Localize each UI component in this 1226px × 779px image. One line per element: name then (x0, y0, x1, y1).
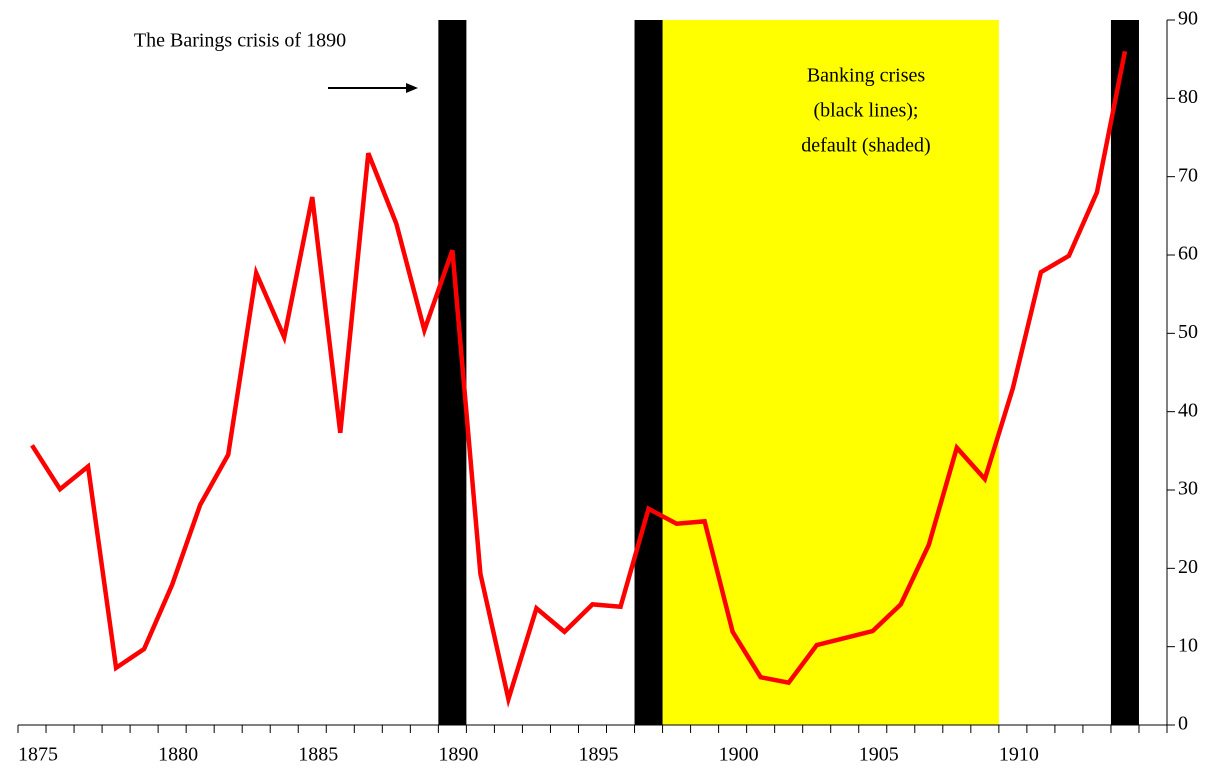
y-tick-label: 90 (1178, 8, 1198, 30)
y-tick-label: 0 (1178, 713, 1188, 735)
y-tick-label: 10 (1178, 634, 1198, 656)
crisis-bar (634, 20, 663, 725)
x-tick-label: 1895 (578, 744, 618, 766)
y-tick-label: 80 (1178, 86, 1198, 108)
y-tick-label: 40 (1178, 399, 1198, 421)
y-tick-label: 70 (1178, 164, 1198, 186)
y-tick-label: 20 (1178, 556, 1198, 578)
annotation: default (shaded) (801, 135, 930, 157)
y-tick-label: 60 (1178, 243, 1198, 265)
crisis-bar (1110, 20, 1139, 725)
annotation: Banking crises (807, 65, 926, 87)
x-tick-label: 1890 (438, 744, 478, 766)
x-tick-label: 1875 (18, 744, 58, 766)
x-tick-label: 1905 (859, 744, 899, 766)
x-tick-label: 1885 (298, 744, 338, 766)
x-tick-label: 1910 (999, 744, 1039, 766)
default-shade (662, 20, 999, 725)
x-tick-label: 1900 (719, 744, 759, 766)
arrow-head (406, 83, 418, 93)
shading (438, 20, 1139, 725)
annotation: The Barings crisis of 1890 (134, 30, 346, 52)
y-tick-label: 30 (1178, 478, 1198, 500)
annotation: (black lines); (814, 100, 919, 122)
x-tick-label: 1880 (158, 744, 198, 766)
series-line (30, 50, 1128, 708)
y-tick-label: 50 (1178, 321, 1198, 343)
